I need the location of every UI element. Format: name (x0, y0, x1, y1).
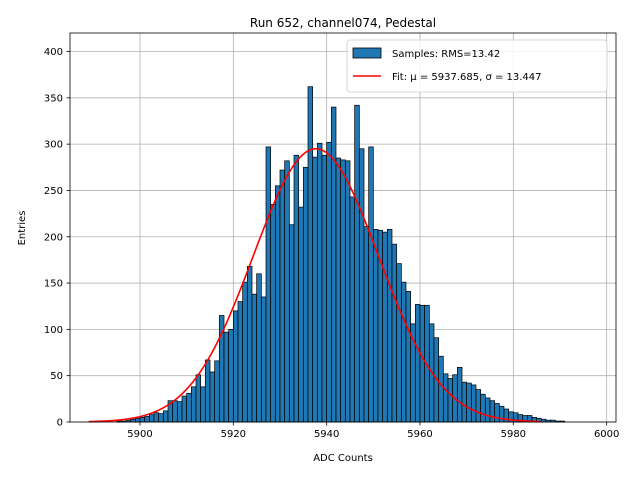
y-axis-title: Entries (17, 211, 28, 246)
histogram-bar (363, 226, 370, 423)
histogram-bar (204, 359, 211, 423)
histogram-bar (461, 381, 468, 423)
histogram-bar (256, 273, 262, 423)
histogram-bar (442, 373, 449, 423)
histogram-bar (307, 86, 314, 423)
histogram-bar (312, 156, 318, 423)
histogram-bar (405, 291, 412, 423)
histogram-bar (344, 160, 351, 423)
histogram-bar (139, 417, 146, 423)
histogram-bar (349, 196, 356, 423)
histogram-bar (265, 146, 272, 423)
histogram-bar (340, 159, 346, 423)
y-tick-label: 100 (44, 325, 63, 336)
histogram-bar (158, 413, 164, 423)
axis-ticks: 5900 5920 5940 5960 5980 6000 0 50 100 150 200 250 3… (44, 47, 619, 440)
histogram-bar (134, 417, 141, 423)
y-tick-label: 50 (50, 371, 63, 382)
histogram-bar (447, 378, 454, 423)
histogram-bar (540, 418, 547, 423)
histogram-bar (130, 418, 136, 423)
histogram-bar (228, 329, 234, 423)
histogram-bar (237, 301, 244, 423)
histogram-bar (298, 206, 304, 423)
histogram-bar (274, 185, 281, 423)
fit-curve (88, 147, 542, 423)
histogram-bar (209, 371, 216, 423)
legend-box (346, 39, 608, 93)
histogram-bar (190, 386, 197, 423)
histogram-bar (260, 296, 267, 423)
histogram-bar (456, 367, 463, 423)
legend-label-samples: Samples: RMS=13.42 (392, 49, 500, 60)
histogram-bar (223, 331, 230, 423)
x-tick-label: 6000 (594, 429, 619, 440)
histogram-bar (330, 106, 337, 423)
histogram-bar (414, 304, 421, 423)
histogram-bar (176, 401, 183, 423)
histogram-bar (186, 392, 192, 423)
histogram-bar (246, 266, 253, 423)
y-tick-label: 150 (44, 279, 63, 290)
y-tick-label: 0 (57, 418, 63, 429)
chart-title: Run 652, channel074, Pedestal (250, 16, 436, 30)
histogram-bar (148, 414, 155, 423)
histogram-bar (382, 231, 388, 423)
histogram-bar (321, 154, 328, 423)
x-axis-title: ADC Counts (313, 453, 373, 464)
legend-label-fit: Fit: μ = 5937.685, σ = 13.447 (392, 72, 542, 83)
histogram-bar (466, 382, 472, 423)
histogram-bar (270, 203, 276, 423)
histogram-bar (284, 160, 290, 423)
histogram-bar (242, 281, 248, 423)
histogram-bar (214, 360, 220, 423)
histogram-bar (172, 400, 178, 423)
legend: Samples: RMS=13.42 Fit: μ = 5937.685, σ … (346, 39, 608, 93)
histogram-bar (358, 148, 365, 423)
histogram-bar (335, 157, 342, 423)
histogram-bar (372, 229, 379, 423)
histogram-bar (279, 169, 286, 423)
histogram-bar (484, 397, 491, 423)
histogram-bar (475, 389, 482, 423)
histogram-bar (316, 142, 323, 423)
histogram-bar (195, 374, 202, 423)
y-tick-label: 250 (44, 186, 63, 197)
histogram-bar (302, 166, 309, 423)
histogram-bar (470, 384, 477, 423)
histogram-bar (419, 304, 426, 423)
histogram-bar (391, 243, 398, 423)
histogram-bar (354, 104, 360, 423)
y-tick-label: 200 (44, 232, 63, 243)
histogram-bar (251, 293, 258, 423)
histogram-bar (480, 393, 486, 423)
x-tick-label: 5920 (221, 429, 246, 440)
legend-bar-swatch (352, 47, 382, 59)
histogram-bar (293, 154, 300, 423)
histogram-bar (326, 141, 332, 423)
histogram-bar (368, 146, 374, 423)
x-tick-label: 5900 (127, 429, 152, 440)
x-tick-label: 5980 (501, 429, 526, 440)
histogram-bar (144, 416, 150, 423)
y-tick-label: 350 (44, 93, 63, 104)
histogram-bar (386, 229, 393, 423)
histogram-bar (438, 355, 444, 423)
histogram-bar (494, 403, 500, 423)
histogram-bar (181, 395, 188, 423)
y-tick-label: 300 (44, 140, 63, 151)
histogram-bar (396, 263, 402, 423)
histogram-bar (232, 310, 239, 423)
y-tick-label: 400 (44, 47, 63, 58)
histogram-bar (288, 224, 295, 423)
x-tick-label: 5960 (407, 429, 432, 440)
histogram-bar (200, 386, 206, 423)
x-tick-label: 5940 (314, 429, 339, 440)
plot-frame (69, 32, 617, 423)
histogram-bar (153, 412, 160, 423)
histogram-bar (162, 410, 169, 423)
histogram-bar (400, 281, 407, 423)
histogram-bar (489, 400, 496, 423)
